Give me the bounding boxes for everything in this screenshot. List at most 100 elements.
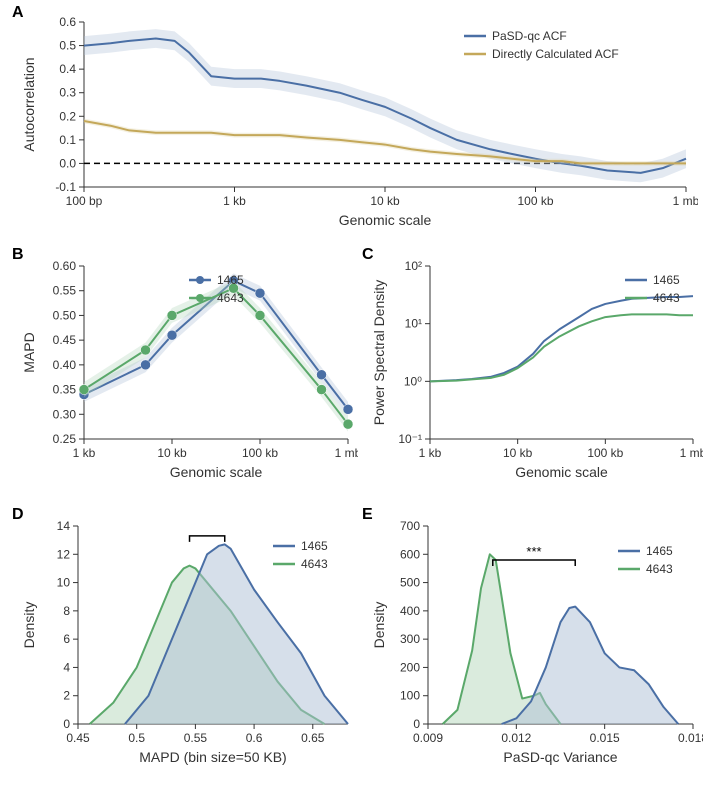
y-tick-label: 0.1 [59, 133, 76, 147]
legend-label: PaSD-qc ACF [492, 29, 567, 43]
legend-label: 4643 [646, 562, 673, 576]
y-tick-label: 100 [400, 689, 420, 703]
y-tick-label: 0.2 [59, 109, 76, 123]
series-line [430, 314, 693, 381]
series-marker [141, 345, 151, 355]
series-marker [343, 419, 353, 429]
panel-label: B [12, 246, 24, 264]
series-band [84, 119, 686, 166]
y-tick-label: 0.35 [53, 383, 77, 397]
chart-svg: 0 100 200 300 400 500 600 700 0.009 0.012 0.015 0.0… [368, 510, 703, 770]
y-tick-label: 14 [57, 519, 71, 533]
x-tick-label: 1 mb [680, 446, 703, 460]
x-tick-label: 0.65 [301, 731, 325, 745]
y-tick-label: 0.0 [59, 156, 76, 170]
x-tick-label: 0.009 [413, 731, 443, 745]
x-axis-label: PaSD-qc Variance [503, 749, 617, 765]
legend-label: 4643 [217, 291, 244, 305]
x-tick-label: 10 kb [157, 446, 187, 460]
series-line [430, 296, 693, 381]
y-tick-label: 6 [63, 632, 70, 646]
x-axis-label: Genomic scale [170, 464, 263, 480]
x-tick-label: 100 kb [517, 194, 553, 208]
y-tick-label: 10² [405, 259, 422, 273]
y-tick-label: 0.4 [59, 62, 76, 76]
x-tick-label: 0.55 [184, 731, 208, 745]
panel-label: D [12, 506, 24, 524]
panel-label: C [362, 246, 374, 264]
x-tick-label: 1 kb [419, 446, 442, 460]
y-axis-label: MAPD [21, 332, 37, 372]
x-tick-label: 100 bp [66, 194, 103, 208]
panel-label: A [12, 4, 24, 22]
legend-label: 1465 [301, 539, 328, 553]
y-tick-label: 500 [400, 576, 420, 590]
x-tick-label: 100 kb [587, 446, 623, 460]
x-tick-label: 0.012 [501, 731, 531, 745]
x-axis-label: MAPD (bin size=50 KB) [139, 749, 286, 765]
y-tick-label: 0.55 [53, 284, 77, 298]
y-tick-label: 10⁰ [404, 374, 422, 388]
legend-label: 4643 [301, 557, 328, 571]
y-tick-label: 0.45 [53, 333, 77, 347]
series-marker [79, 385, 89, 395]
panel-label: E [362, 506, 373, 524]
y-tick-label: 300 [400, 632, 420, 646]
y-tick-label: 0.50 [53, 308, 77, 322]
y-tick-label: 10⁻¹ [398, 432, 422, 446]
chart-svg: -0.10.00.10.20.30.40.50.6100 bp1 kb10 kb… [18, 8, 698, 233]
legend: 14654643 [625, 273, 680, 305]
panel-b: 0.250.300.350.400.450.500.550.601 kb10 k… [18, 250, 358, 485]
y-tick-label: 0.40 [53, 358, 77, 372]
chart-svg: 0 2 4 6 8 10 12 14 0.45 0.5 0.55 0.6 0.65 MAPD (bin s… [18, 510, 358, 770]
x-tick-label: 0.6 [246, 731, 263, 745]
series-marker [141, 360, 151, 370]
y-tick-label: 2 [63, 689, 70, 703]
x-tick-label: 1 mb [335, 446, 358, 460]
y-tick-label: 0.3 [59, 86, 76, 100]
chart-svg: 10⁻¹ 10⁰ 10¹ 10² 1 kb 10 kb 100 kb 1 mb Genomic … [368, 250, 703, 485]
y-axis-label: Autocorrelation [21, 57, 37, 151]
y-tick-label: 200 [400, 660, 420, 674]
panel-e: 0 100 200 300 400 500 600 700 0.009 0.012 0.015 0.0… [368, 510, 703, 770]
x-tick-label: 0.45 [66, 731, 90, 745]
y-tick-label: -0.1 [55, 180, 76, 194]
legend: 1465 4643 [618, 544, 673, 576]
y-tick-label: 12 [57, 547, 71, 561]
x-tick-label: 1 kb [73, 446, 96, 460]
y-tick-label: 400 [400, 604, 420, 618]
y-tick-label: 0 [413, 717, 420, 731]
significance-label: *** [526, 544, 541, 559]
x-tick-label: 1 mb [673, 194, 698, 208]
y-axis-label: Density [371, 602, 387, 649]
y-axis-label: Density [21, 602, 37, 649]
series-marker [317, 385, 327, 395]
panel-c: 10⁻¹ 10⁰ 10¹ 10² 1 kb 10 kb 100 kb 1 mb Genomic … [368, 250, 703, 485]
y-tick-label: 8 [63, 604, 70, 618]
x-tick-label: 10 kb [370, 194, 400, 208]
series-marker [255, 310, 265, 320]
y-tick-label: 10 [57, 576, 71, 590]
x-tick-label: 100 kb [242, 446, 278, 460]
y-tick-label: 0.60 [53, 259, 77, 273]
y-tick-label: 4 [63, 660, 70, 674]
x-tick-label: 10 kb [503, 446, 533, 460]
legend: PaSD-qc ACF Directly Calculated ACF [464, 29, 619, 61]
legend-label: Directly Calculated ACF [492, 47, 619, 61]
y-tick-label: 0 [63, 717, 70, 731]
y-tick-label: 0.6 [59, 15, 76, 29]
x-tick-label: 1 kb [223, 194, 246, 208]
legend-label: 1465 [646, 544, 673, 558]
y-tick-label: 10¹ [405, 317, 422, 331]
x-axis-label: Genomic scale [515, 464, 608, 480]
x-tick-label: 0.015 [590, 731, 620, 745]
series-marker [167, 330, 177, 340]
legend-label: 4643 [653, 291, 680, 305]
y-tick-label: 600 [400, 547, 420, 561]
x-tick-label: 0.018 [678, 731, 703, 745]
y-axis-label: Power Spectral Density [371, 280, 387, 426]
legend-label: 1465 [217, 273, 244, 287]
x-tick-label: 0.5 [128, 731, 145, 745]
y-tick-label: 700 [400, 519, 420, 533]
legend: 1465 4643 [273, 539, 328, 571]
